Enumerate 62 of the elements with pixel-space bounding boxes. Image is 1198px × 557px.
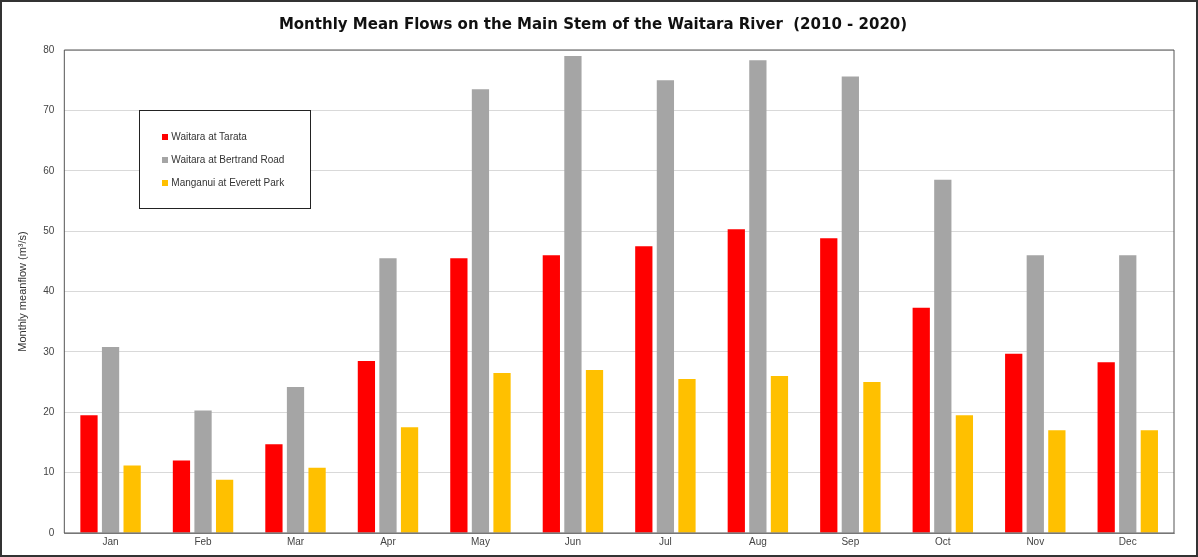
y-tick-label: 10: [43, 466, 55, 478]
bar: [1119, 255, 1137, 533]
bar: [215, 479, 234, 533]
bar: [357, 360, 376, 533]
bar: [80, 415, 98, 533]
x-tick-label: Jul: [659, 535, 672, 547]
x-tick-label: Aug: [748, 535, 767, 547]
bar: [727, 229, 745, 533]
y-tick-label: 20: [43, 406, 55, 417]
bar: [912, 307, 930, 533]
y-tick-label: 70: [43, 104, 55, 116]
bar: [172, 460, 191, 533]
y-axis-title: Monthly meanflow (m³/s): [15, 231, 28, 352]
x-tick-label: Dec: [1118, 535, 1137, 547]
bar: [656, 80, 675, 533]
bar: [123, 465, 141, 533]
bar: [542, 255, 560, 533]
y-tick-label: 50: [43, 224, 55, 236]
bar: [101, 347, 120, 533]
x-tick-label: Apr: [380, 535, 397, 547]
y-tick-label: 60: [43, 164, 55, 176]
bar: [678, 379, 696, 533]
bar: [1097, 362, 1115, 533]
bar: [194, 410, 212, 533]
bar: [820, 238, 838, 533]
bar: [934, 179, 952, 533]
bar: [471, 89, 490, 533]
y-tick-label: 40: [43, 285, 55, 297]
bar: [585, 369, 604, 533]
legend-label: Waitara at Bertrand Road: [171, 154, 285, 165]
bar: [493, 373, 511, 533]
bar: [1005, 353, 1023, 533]
bar: [1048, 430, 1066, 533]
y-tick-label: 80: [43, 43, 55, 55]
bar: [635, 246, 653, 533]
x-tick-label: Mar: [286, 535, 305, 547]
x-tick-label: Oct: [935, 535, 951, 547]
bar: [265, 444, 283, 533]
y-tick-label: 30: [43, 345, 55, 357]
bar: [841, 76, 859, 533]
x-tick-label: Jan: [102, 535, 119, 547]
bar: [379, 258, 397, 533]
bar: [1140, 430, 1158, 533]
bar: [863, 382, 881, 533]
bar: [749, 60, 767, 533]
x-tick-label: Nov: [1026, 535, 1045, 547]
x-tick-label: Jun: [564, 535, 581, 547]
bar: [564, 56, 582, 533]
bar: [286, 386, 305, 533]
legend-label: Waitara at Tarata: [171, 131, 247, 142]
bar: [308, 467, 326, 533]
bar: [1026, 255, 1044, 533]
bar: [450, 258, 468, 533]
y-tick-label: 0: [48, 526, 55, 538]
bar: [955, 415, 974, 533]
chart-title: Monthly Mean Flows on the Main Stem of the Waitara River (2010 - 2020): [278, 14, 908, 33]
bar: [770, 376, 789, 533]
bar: [400, 427, 419, 533]
x-tick-label: Sep: [841, 535, 860, 547]
x-tick-label: Feb: [194, 535, 213, 547]
x-tick-label: May: [471, 535, 490, 547]
legend-label: Manganui at Everett Park: [171, 177, 285, 188]
